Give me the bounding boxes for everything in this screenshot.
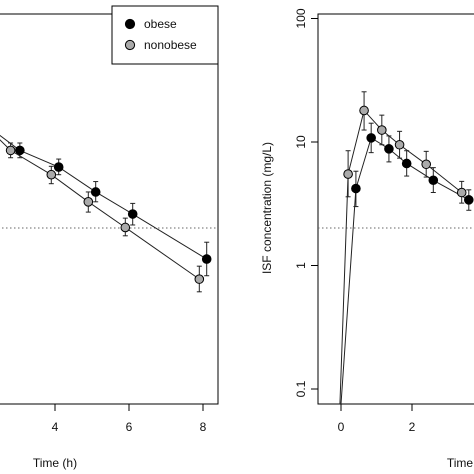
left-line-obese [0,134,207,260]
left-point-obese [15,145,25,156]
right-point-obese [384,144,394,154]
legend-label-nonobese: nonobese [144,38,197,52]
left-x-axis-label: Time (h) [33,456,77,470]
left-x-tick-label: 6 [126,420,133,434]
left-point-nonobese [46,169,57,180]
left-panel: 4 6 8 Time (h) obese nonobese [0,5,219,470]
legend-label-obese: obese [144,17,177,31]
right-point-nonobese [456,187,467,198]
left-plot-frame [0,13,219,405]
right-y-tick-label: 10 [294,135,308,149]
right-y-tick-label: 100 [294,8,308,28]
left-series-nonobese [0,139,205,293]
right-y-axis: 0.1 1 10 100 [294,8,318,397]
left-x-tick-label: 4 [52,420,59,434]
right-point-nonobese [343,169,353,179]
right-y-axis-label: ISF concentration (mg/L) [260,142,274,274]
left-point-nonobese [5,145,16,156]
right-point-obese [351,183,361,194]
left-point-obese [201,254,212,264]
right-x-axis-label: Time [447,456,474,470]
left-series-group [0,134,212,293]
left-point-obese [90,187,101,197]
right-y-tick-label: 0.1 [294,380,308,397]
legend-marker-nonobese [124,39,136,51]
left-x-tick-label: 8 [200,420,207,434]
legend-box [111,5,219,65]
right-x-tick-label: 0 [338,420,345,434]
left-point-obese [53,162,64,172]
left-point-nonobese [194,274,205,284]
right-line-obese [340,137,470,405]
right-x-tick-label: 2 [409,420,416,434]
right-point-nonobese [359,105,369,116]
right-point-nonobese [421,159,432,170]
legend: obese nonobese [111,5,219,65]
right-series-obese [340,122,474,405]
left-point-obese [127,209,138,219]
left-line-nonobese [0,139,200,280]
right-series-nonobese [339,91,467,405]
left-series-obese [0,134,212,277]
right-point-obese [401,158,412,169]
right-y-tick-label: 1 [294,262,308,269]
right-line-nonobese [339,109,463,405]
legend-marker-obese [124,18,136,30]
right-point-obese [428,175,439,186]
right-series-group [339,91,474,405]
right-point-obese [464,195,474,205]
right-point-obese [366,133,376,143]
left-x-axis: 4 6 8 [52,404,207,434]
right-point-nonobese [394,139,405,150]
left-point-nonobese [83,197,94,207]
right-point-nonobese [377,125,387,135]
left-point-nonobese [120,222,131,233]
right-plot-frame [317,13,474,405]
